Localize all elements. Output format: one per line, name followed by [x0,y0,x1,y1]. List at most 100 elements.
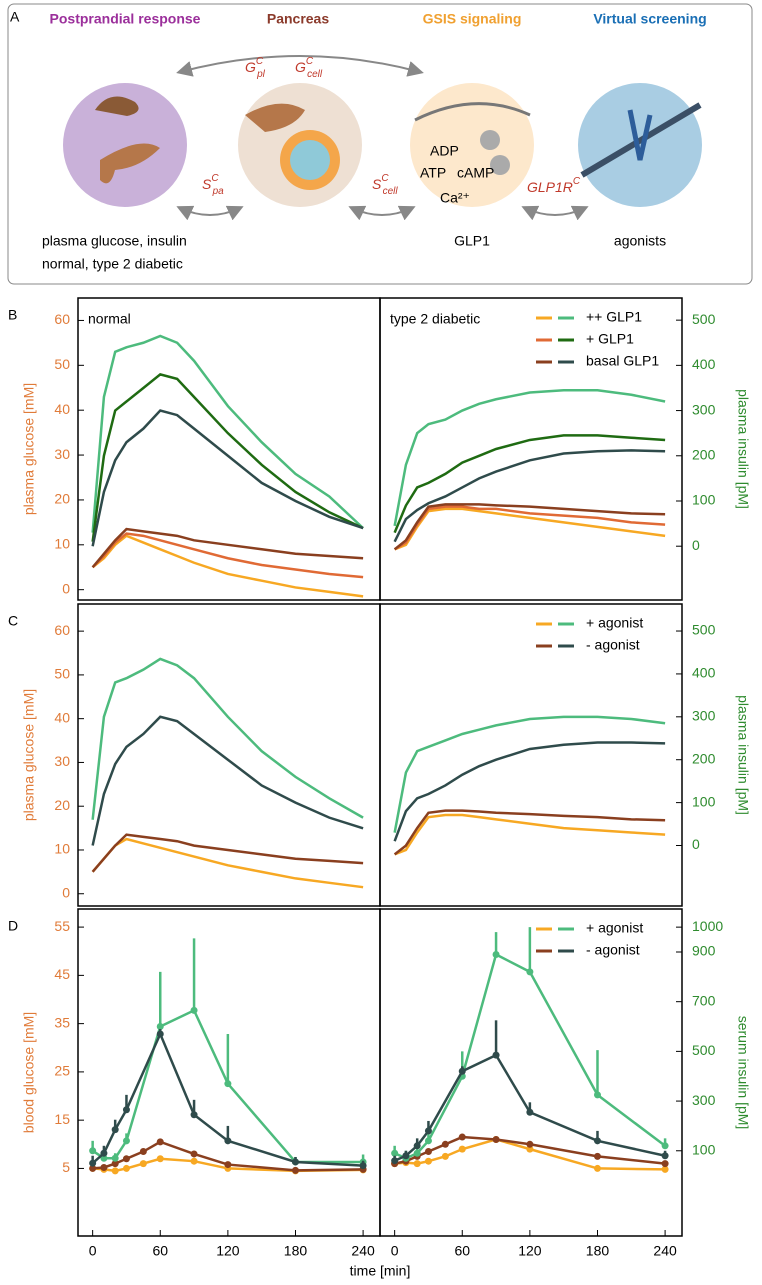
y2-tick-label: 500 [692,622,716,638]
y2-tick-label: 500 [692,1042,716,1058]
data-point [661,1165,669,1173]
data-point [224,1161,232,1169]
y-tick-label: 60 [54,622,70,638]
signal-label: Ca²⁺ [440,190,470,206]
data-point [391,1157,399,1165]
data-point [122,1164,130,1172]
data-point [122,1155,130,1163]
data-point [593,1164,601,1172]
data-point [190,1157,198,1165]
y2-tick-label: 400 [692,356,716,372]
param-base: S [372,176,382,192]
param-sup: C [381,173,389,184]
series-line [91,715,364,846]
param-base: S [202,176,212,192]
series-line [394,507,666,551]
series-line [91,833,364,873]
data-point [156,1155,164,1163]
y-tick-label: 5 [62,1159,70,1175]
series-line [393,434,666,534]
y2-tick-label: 300 [692,708,716,724]
panel-a: A Postprandial response Pancreas GSIS si… [7,3,753,285]
y-axis-label: plasma glucose [mM] [21,383,37,515]
arrow [176,205,244,221]
data-point [424,1148,432,1156]
data-point [492,1135,500,1143]
x-tick-label: 0 [89,1243,97,1259]
param-sub: cell [383,186,399,197]
caption: plasma glucose, insulin [42,233,187,249]
data-point [458,1067,466,1075]
data-point [111,1126,119,1134]
circle-postprandial [63,83,187,207]
legend-label: + GLP1 [586,331,634,347]
heading: Postprandial response [50,11,201,27]
receptor-icon [627,109,653,161]
y-tick-label: 10 [54,536,70,552]
legend-label: - agonist [586,942,640,958]
data-point [100,1154,108,1162]
data-point [526,1140,534,1148]
membrane-icon [580,102,702,178]
series-line [91,837,364,889]
data-point [224,1080,232,1088]
param: SC cell [372,173,398,197]
data-point [139,1160,147,1168]
panel-label: C [8,613,18,629]
data-point [661,1142,669,1150]
data-point [122,1137,130,1145]
liver-icon [95,96,139,116]
x-tick-label: 180 [284,1243,308,1259]
param-sub: cell [307,69,323,80]
y2-tick-label: 200 [692,446,716,462]
series-line [91,527,364,569]
series-line [91,409,364,547]
param-base: GLP1R [527,179,573,195]
param: GC cell [295,56,323,80]
y2-axis-label: plasma insulin [pM] [735,389,751,509]
series-line [91,657,364,820]
data-point [89,1159,97,1167]
panel-label: B [8,307,17,323]
data-point [402,1152,410,1160]
data-point [593,1137,601,1145]
panel-label: A [10,9,20,25]
param-sup: C [211,173,219,184]
series-line [91,334,364,533]
x-tick-label: 120 [216,1243,240,1259]
membrane-icon [414,102,531,122]
series-line [394,813,666,856]
y2-tick-label: 500 [692,311,716,327]
data-point [156,1138,164,1146]
arrow [521,205,589,221]
data-point [413,1149,421,1157]
data-point [89,1147,97,1155]
data-point [359,1162,367,1170]
islet-icon [290,140,330,180]
data-point [441,1152,449,1160]
arrow [348,205,416,221]
granule-icon [480,130,500,150]
data-point [190,1006,198,1014]
data-point [224,1137,232,1145]
data-point [661,1152,669,1160]
y-tick-label: 20 [54,491,70,507]
plot-frame [379,603,683,907]
y-tick-label: 30 [54,446,70,462]
param: GC pl [245,56,266,80]
legend-label: + agonist [586,920,643,936]
x-axis-label: time [min] [350,1263,411,1279]
param-sub: pl [256,69,266,80]
data-point [458,1145,466,1153]
param-sub: pa [212,186,225,197]
param-sup: C [256,56,264,67]
series-line [394,1138,666,1171]
data-point [413,1160,421,1168]
y2-axis-label: plasma insulin [pM] [735,695,751,815]
signal-label: cAMP [457,165,494,181]
y2-axis-label: serum insulin [pM] [735,1016,751,1130]
y-tick-label: 0 [62,884,70,900]
y-tick-label: 15 [54,1111,70,1127]
y-tick-label: 50 [54,666,70,682]
data-point [593,1091,601,1099]
